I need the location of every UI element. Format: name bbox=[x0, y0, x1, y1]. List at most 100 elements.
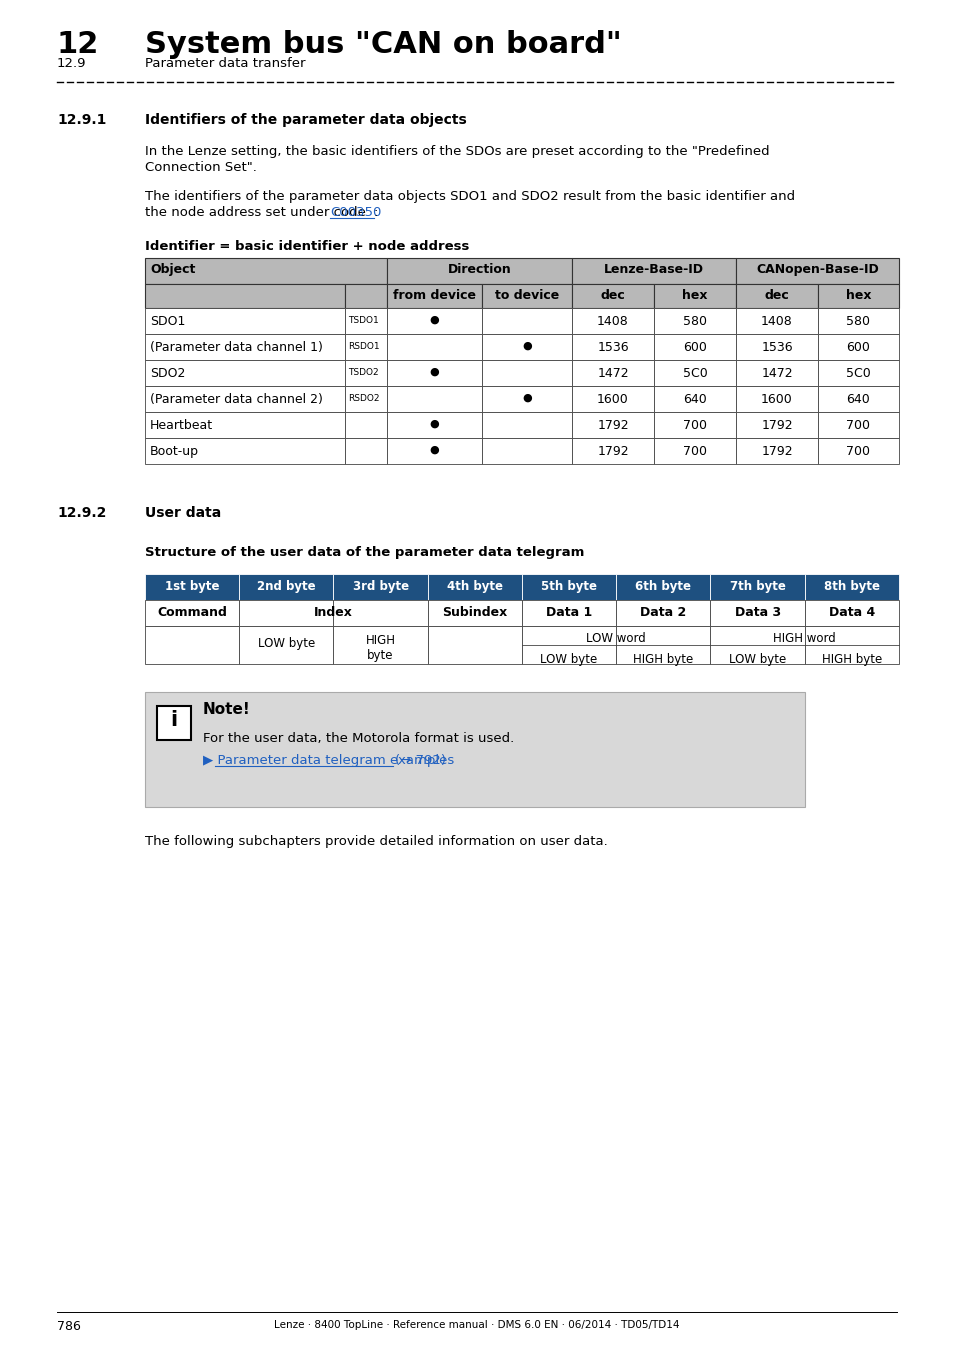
Bar bbox=[345, 284, 387, 308]
Text: 786: 786 bbox=[57, 1320, 81, 1332]
Text: Identifier = basic identifier + node address: Identifier = basic identifier + node add… bbox=[145, 240, 469, 252]
Bar bbox=[345, 437, 387, 464]
Text: 700: 700 bbox=[682, 418, 706, 432]
Text: TSDO1: TSDO1 bbox=[348, 316, 378, 325]
Bar bbox=[345, 360, 387, 386]
Bar bbox=[572, 284, 654, 308]
Bar bbox=[145, 599, 239, 626]
Text: 12.9.1: 12.9.1 bbox=[57, 113, 107, 127]
Bar bbox=[427, 599, 521, 626]
Bar bbox=[481, 284, 572, 308]
Bar bbox=[735, 308, 817, 333]
Text: 12.9.2: 12.9.2 bbox=[57, 506, 107, 520]
Text: 1408: 1408 bbox=[760, 315, 792, 328]
Text: CANopen-Base-ID: CANopen-Base-ID bbox=[756, 263, 878, 275]
Bar bbox=[481, 308, 572, 333]
Bar bbox=[427, 626, 521, 664]
Text: ●: ● bbox=[429, 367, 439, 377]
Bar bbox=[616, 626, 710, 664]
Text: 7th byte: 7th byte bbox=[729, 580, 784, 593]
Text: Object: Object bbox=[150, 263, 195, 275]
Bar bbox=[817, 412, 898, 437]
Bar bbox=[145, 574, 239, 599]
Bar bbox=[145, 693, 804, 807]
Text: User data: User data bbox=[145, 506, 221, 520]
Bar bbox=[817, 437, 898, 464]
Bar bbox=[334, 599, 427, 626]
Text: 640: 640 bbox=[682, 393, 706, 406]
Text: i: i bbox=[171, 710, 177, 730]
Text: 1600: 1600 bbox=[760, 393, 792, 406]
Text: from device: from device bbox=[393, 289, 476, 302]
Bar bbox=[334, 626, 427, 664]
Bar bbox=[817, 333, 898, 360]
Bar bbox=[239, 574, 334, 599]
Text: 640: 640 bbox=[845, 393, 869, 406]
Bar bbox=[654, 437, 735, 464]
Bar bbox=[735, 412, 817, 437]
Text: 600: 600 bbox=[845, 342, 869, 354]
Bar bbox=[145, 437, 345, 464]
Bar bbox=[710, 626, 804, 664]
Text: Direction: Direction bbox=[447, 263, 511, 275]
Text: ▶ Parameter data telegram examples: ▶ Parameter data telegram examples bbox=[203, 755, 454, 767]
Text: (→ 792): (→ 792) bbox=[395, 755, 446, 767]
Bar bbox=[654, 308, 735, 333]
Bar bbox=[804, 574, 898, 599]
Bar bbox=[345, 386, 387, 412]
Text: The identifiers of the parameter data objects SDO1 and SDO2 result from the basi: The identifiers of the parameter data ob… bbox=[145, 190, 794, 202]
Text: 1792: 1792 bbox=[597, 418, 628, 432]
Bar bbox=[654, 412, 735, 437]
Text: SDO2: SDO2 bbox=[150, 367, 185, 379]
Text: Connection Set".: Connection Set". bbox=[145, 161, 256, 174]
Text: Heartbeat: Heartbeat bbox=[150, 418, 213, 432]
Bar bbox=[710, 599, 804, 626]
Bar bbox=[387, 412, 481, 437]
Text: to device: to device bbox=[495, 289, 558, 302]
Text: 6th byte: 6th byte bbox=[635, 580, 691, 593]
Text: Command: Command bbox=[157, 606, 227, 620]
Text: LOW word: LOW word bbox=[586, 632, 645, 645]
Text: hex: hex bbox=[681, 289, 707, 302]
Text: 700: 700 bbox=[845, 418, 869, 432]
Bar bbox=[654, 284, 735, 308]
Bar bbox=[145, 386, 345, 412]
Bar bbox=[572, 258, 735, 284]
Text: 1408: 1408 bbox=[597, 315, 628, 328]
Bar bbox=[481, 386, 572, 412]
Bar bbox=[145, 360, 345, 386]
Text: ●: ● bbox=[521, 342, 532, 351]
Bar bbox=[804, 599, 898, 626]
Text: 1st byte: 1st byte bbox=[165, 580, 219, 593]
Text: Data 1: Data 1 bbox=[545, 606, 592, 620]
Text: 1600: 1600 bbox=[597, 393, 628, 406]
Bar bbox=[387, 284, 481, 308]
Text: 5C0: 5C0 bbox=[845, 367, 870, 379]
Bar bbox=[239, 599, 334, 626]
Text: 1792: 1792 bbox=[760, 446, 792, 458]
Bar bbox=[804, 626, 898, 664]
Text: Structure of the user data of the parameter data telegram: Structure of the user data of the parame… bbox=[145, 545, 584, 559]
Text: Data 3: Data 3 bbox=[734, 606, 780, 620]
Text: LOW byte: LOW byte bbox=[257, 637, 314, 649]
Bar bbox=[817, 386, 898, 412]
Bar bbox=[387, 333, 481, 360]
Bar bbox=[387, 360, 481, 386]
Text: Data 4: Data 4 bbox=[828, 606, 874, 620]
Text: Boot-up: Boot-up bbox=[150, 446, 199, 458]
Bar bbox=[387, 308, 481, 333]
Bar bbox=[345, 412, 387, 437]
Bar bbox=[387, 386, 481, 412]
Bar bbox=[521, 626, 616, 664]
Bar bbox=[710, 574, 804, 599]
Bar bbox=[572, 412, 654, 437]
Text: hex: hex bbox=[845, 289, 870, 302]
Text: ●: ● bbox=[429, 315, 439, 325]
Bar bbox=[572, 386, 654, 412]
Bar bbox=[387, 437, 481, 464]
Text: System bus "CAN on board": System bus "CAN on board" bbox=[145, 30, 621, 59]
Bar bbox=[521, 599, 616, 626]
Text: Identifiers of the parameter data objects: Identifiers of the parameter data object… bbox=[145, 113, 466, 127]
Text: ●: ● bbox=[429, 418, 439, 429]
Text: TSDO2: TSDO2 bbox=[348, 369, 378, 377]
